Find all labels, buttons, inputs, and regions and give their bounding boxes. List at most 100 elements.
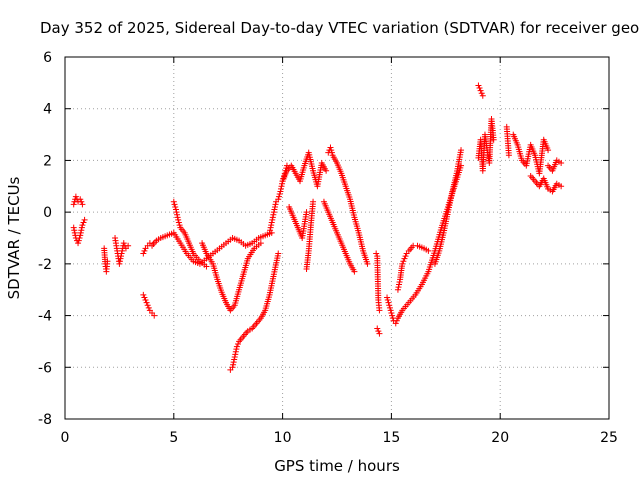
data-point bbox=[275, 250, 282, 257]
data-point bbox=[396, 278, 403, 285]
data-point bbox=[268, 222, 275, 229]
data-point bbox=[117, 255, 124, 262]
data-point bbox=[71, 229, 78, 236]
data-point bbox=[175, 216, 182, 223]
y-tick-label: 2 bbox=[43, 153, 52, 169]
series-seg-17-rise bbox=[431, 147, 465, 267]
series-seg-11-ladder bbox=[303, 198, 317, 273]
data-point bbox=[230, 361, 237, 368]
data-point bbox=[387, 307, 394, 314]
data-point bbox=[230, 359, 237, 366]
data-point bbox=[505, 152, 512, 159]
series-seg-21-b bbox=[510, 131, 552, 177]
series-seg-19-peak bbox=[475, 82, 486, 99]
data-point bbox=[75, 240, 82, 247]
data-point bbox=[232, 351, 239, 358]
data-point bbox=[328, 147, 335, 154]
data-point bbox=[267, 227, 274, 234]
data-point bbox=[141, 247, 148, 254]
data-point bbox=[77, 232, 84, 239]
series-seg-4-dip bbox=[140, 291, 158, 319]
data-point bbox=[303, 209, 310, 216]
data-point bbox=[373, 250, 380, 257]
data-point bbox=[125, 242, 132, 249]
data-point bbox=[401, 255, 408, 262]
data-point bbox=[79, 222, 86, 229]
data-point bbox=[71, 227, 78, 234]
data-point bbox=[78, 224, 85, 231]
data-point bbox=[172, 206, 179, 213]
x-axis-title: GPS time / hours bbox=[274, 457, 400, 475]
data-point bbox=[145, 304, 152, 311]
data-point bbox=[477, 87, 484, 94]
data-point bbox=[270, 211, 277, 218]
data-point bbox=[77, 229, 84, 236]
data-point bbox=[268, 219, 275, 226]
data-point bbox=[327, 144, 334, 151]
y-tick-label: -2 bbox=[38, 257, 52, 273]
data-point bbox=[120, 240, 127, 247]
data-point bbox=[234, 341, 241, 348]
x-tick-label: 25 bbox=[600, 430, 618, 446]
data-point bbox=[271, 206, 278, 213]
data-point bbox=[399, 260, 406, 267]
data-point bbox=[275, 196, 282, 203]
data-point bbox=[545, 147, 552, 154]
data-point bbox=[310, 198, 317, 205]
plot-frame bbox=[64, 56, 610, 420]
x-tick-label: 20 bbox=[491, 430, 509, 446]
data-point bbox=[276, 191, 283, 198]
y-axis-title: SDTVAR / TECUs bbox=[5, 176, 23, 299]
data-point bbox=[233, 343, 240, 350]
series-seg-22-c bbox=[527, 172, 565, 195]
data-point bbox=[269, 216, 276, 223]
series-seg-4-main bbox=[140, 229, 275, 267]
data-point bbox=[232, 348, 239, 355]
data-point bbox=[375, 328, 382, 335]
data-point bbox=[116, 258, 123, 265]
data-point bbox=[269, 214, 276, 221]
data-point bbox=[386, 302, 393, 309]
y-tick-label: 6 bbox=[43, 50, 52, 66]
data-point bbox=[76, 235, 83, 241]
data-point bbox=[174, 211, 181, 218]
series-seg-5-arc bbox=[170, 198, 210, 270]
series-seg-10-drop bbox=[286, 203, 310, 241]
data-point bbox=[272, 201, 279, 208]
data-point bbox=[476, 85, 483, 92]
data-point bbox=[141, 294, 148, 301]
data-point bbox=[173, 209, 180, 216]
data-point bbox=[275, 193, 282, 200]
x-tick-label: 0 bbox=[61, 430, 70, 446]
data-point bbox=[277, 188, 284, 195]
x-tick-labels: 0 5 10 15 20 25 bbox=[61, 430, 618, 446]
data-point bbox=[79, 201, 86, 208]
data-point bbox=[80, 219, 87, 226]
data-point bbox=[384, 294, 391, 301]
data-point bbox=[171, 201, 178, 208]
data-point bbox=[118, 253, 125, 260]
data-point bbox=[402, 253, 409, 260]
data-point bbox=[396, 281, 403, 288]
y-tick-label: 4 bbox=[43, 102, 52, 118]
data-point bbox=[143, 299, 150, 306]
data-point bbox=[77, 196, 84, 203]
data-marks bbox=[70, 82, 565, 373]
x-tick-label: 15 bbox=[382, 430, 400, 446]
data-point bbox=[394, 286, 401, 293]
data-point bbox=[172, 203, 179, 210]
data-point bbox=[78, 198, 85, 205]
data-point bbox=[170, 198, 177, 205]
series-seg-00-35 bbox=[70, 193, 86, 208]
data-point bbox=[203, 263, 210, 270]
series-seg-14-b bbox=[374, 325, 383, 337]
data-point bbox=[140, 250, 147, 257]
data-point bbox=[386, 304, 393, 311]
data-point bbox=[278, 183, 285, 190]
data-point bbox=[270, 209, 277, 216]
data-point bbox=[70, 201, 77, 208]
y-tick-label: 0 bbox=[43, 205, 52, 221]
series-seg-0-8 bbox=[70, 216, 88, 247]
data-point bbox=[393, 317, 400, 324]
data-point bbox=[395, 284, 402, 291]
